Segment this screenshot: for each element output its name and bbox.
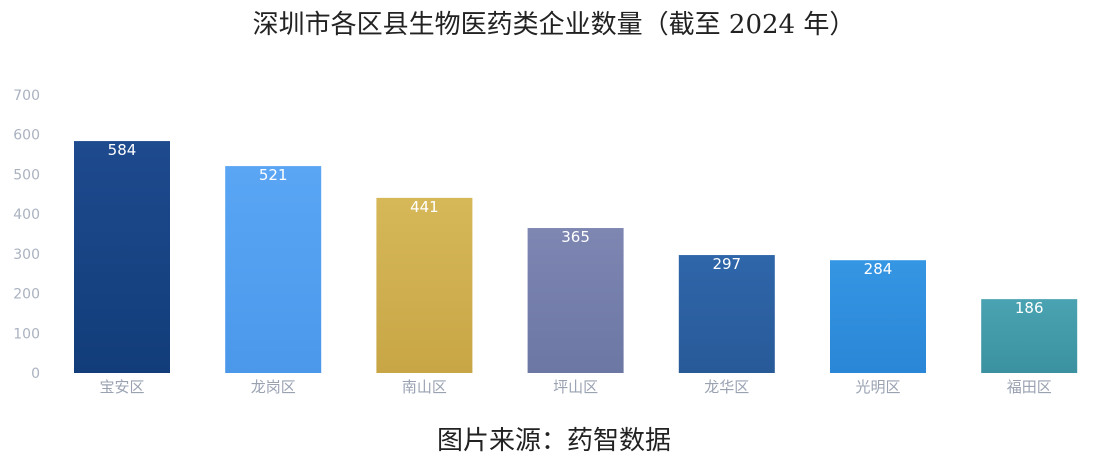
x-tick-label: 坪山区 — [553, 378, 598, 396]
bar-3 — [376, 197, 473, 373]
bar-series: 584 521 441 365 297 284 186 — [74, 141, 1078, 373]
y-tick-label: 500 — [13, 167, 40, 183]
data-label: 297 — [712, 255, 741, 273]
data-label: 186 — [1015, 299, 1044, 317]
y-tick-label: 100 — [13, 326, 40, 342]
y-axis: 0 100 200 300 400 500 600 700 — [13, 88, 40, 382]
chart-title: 深圳市各区县生物医药类企业数量（截至 2024 年） — [252, 10, 856, 40]
x-tick-label: 福田区 — [1007, 378, 1052, 396]
x-tick-label: 龙岗区 — [251, 378, 296, 396]
x-tick-label: 宝安区 — [99, 378, 144, 396]
bar-4 — [527, 228, 624, 373]
bar-2 — [225, 166, 322, 373]
y-tick-label: 300 — [13, 247, 40, 263]
y-tick-label: 700 — [13, 88, 40, 104]
data-label: 441 — [410, 198, 439, 216]
bar-6 — [830, 260, 926, 373]
x-tick-label: 龙华区 — [704, 378, 749, 396]
bar-5 — [678, 255, 775, 373]
y-tick-label: 0 — [31, 366, 40, 382]
x-tick-label: 南山区 — [402, 378, 447, 396]
x-axis: 宝安区 龙岗区 南山区 坪山区 龙华区 光明区 福田区 — [99, 378, 1051, 396]
bar-7 — [981, 299, 1078, 373]
data-label: 521 — [259, 166, 288, 184]
x-tick-label: 光明区 — [855, 378, 900, 396]
data-label: 584 — [108, 141, 137, 159]
bar-1 — [74, 141, 170, 373]
y-tick-label: 200 — [13, 287, 40, 303]
data-label: 284 — [864, 260, 893, 278]
y-tick-label: 400 — [13, 207, 40, 223]
data-label: 365 — [561, 228, 590, 246]
source-caption: 图片来源：药智数据 — [436, 426, 671, 456]
y-tick-label: 600 — [13, 128, 40, 144]
